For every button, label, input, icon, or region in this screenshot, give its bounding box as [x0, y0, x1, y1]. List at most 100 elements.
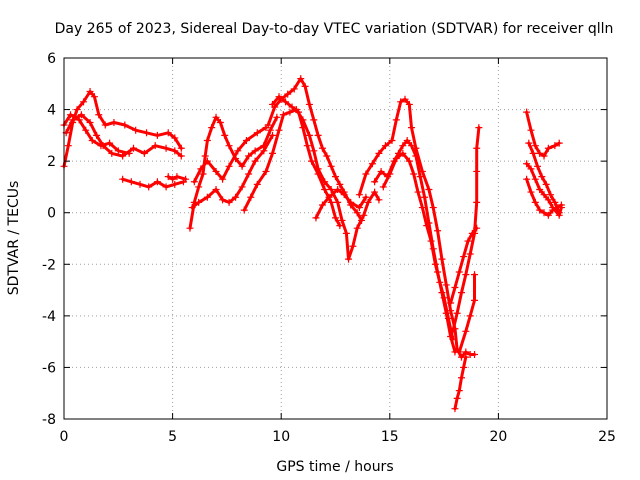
data-point — [219, 175, 227, 183]
data-point — [269, 131, 277, 139]
data-point — [260, 147, 268, 155]
data-point — [381, 142, 389, 150]
data-point — [290, 85, 298, 93]
data-point — [542, 180, 550, 188]
data-point — [269, 149, 277, 157]
data-point — [371, 188, 379, 196]
data-point — [410, 170, 418, 178]
data-point — [349, 242, 357, 250]
series-line — [527, 141, 561, 215]
data-point — [203, 157, 211, 165]
data-point — [557, 204, 565, 212]
data-point — [190, 178, 198, 186]
data-point — [444, 314, 452, 322]
data-point — [177, 144, 185, 152]
y-tick-label: -4 — [42, 309, 56, 325]
data-point — [162, 183, 170, 191]
data-point — [264, 121, 272, 129]
data-point — [64, 142, 72, 150]
data-point — [408, 142, 416, 150]
series-track-n — [371, 137, 459, 356]
data-point — [327, 198, 335, 206]
y-tick-label: 6 — [47, 51, 56, 67]
data-point — [77, 111, 85, 119]
data-point — [75, 116, 83, 124]
series-line — [192, 126, 268, 184]
data-point — [338, 216, 346, 224]
data-point — [392, 116, 400, 124]
data-point — [473, 167, 481, 175]
y-tick-label: -6 — [42, 360, 56, 376]
data-point — [225, 142, 233, 150]
data-point — [375, 196, 383, 204]
y-tick-label: -2 — [42, 257, 56, 273]
data-point — [551, 198, 559, 206]
plot-frame — [63, 57, 608, 420]
data-point — [464, 237, 472, 245]
data-point — [551, 142, 559, 150]
data-point — [119, 175, 127, 183]
data-point — [301, 82, 309, 90]
series-line — [451, 126, 481, 333]
data-point — [347, 198, 355, 206]
data-point — [466, 250, 474, 258]
data-point — [286, 108, 294, 116]
data-point — [397, 98, 405, 106]
data-point — [318, 144, 326, 152]
data-point — [475, 124, 483, 132]
data-point — [555, 209, 563, 217]
data-point — [453, 394, 461, 402]
data-point — [429, 204, 437, 212]
data-point — [457, 374, 465, 382]
data-point — [288, 103, 296, 111]
data-point — [106, 139, 114, 147]
data-point — [523, 108, 531, 116]
data-point — [325, 193, 333, 201]
data-point — [238, 162, 246, 170]
data-point — [164, 173, 172, 181]
y-tick-label: 4 — [47, 103, 56, 119]
series-track-g — [188, 131, 277, 212]
data-point — [455, 348, 463, 356]
data-point — [284, 90, 292, 98]
data-point — [531, 142, 539, 150]
data-point — [334, 198, 342, 206]
x-tick-label: 10 — [272, 429, 290, 445]
data-point — [462, 353, 470, 361]
series-track-k — [269, 93, 344, 230]
data-point — [318, 201, 326, 209]
series-track-o — [379, 149, 457, 343]
data-point — [527, 126, 535, 134]
data-point — [247, 193, 255, 201]
data-point — [466, 312, 474, 320]
data-point — [203, 137, 211, 145]
series-line — [190, 133, 274, 210]
data-point — [360, 211, 368, 219]
data-point — [171, 147, 179, 155]
data-point — [295, 108, 303, 116]
data-point — [153, 178, 161, 186]
data-point — [67, 111, 75, 119]
data-point — [212, 167, 220, 175]
data-point — [405, 100, 413, 108]
data-point — [453, 309, 461, 317]
data-point — [527, 188, 535, 196]
data-point — [327, 162, 335, 170]
data-point — [245, 152, 253, 160]
data-point — [425, 186, 433, 194]
data-point — [153, 131, 161, 139]
series-track-r — [451, 353, 470, 413]
data-point — [408, 124, 416, 132]
data-point — [97, 142, 105, 150]
data-point — [473, 224, 481, 232]
x-tick-label: 0 — [60, 429, 69, 445]
data-point — [164, 129, 172, 137]
data-point — [182, 175, 190, 183]
data-point — [438, 255, 446, 263]
data-point — [455, 387, 463, 395]
data-point — [386, 170, 394, 178]
data-point — [471, 296, 479, 304]
data-point — [527, 165, 535, 173]
data-point — [114, 147, 122, 155]
data-point — [82, 126, 90, 134]
